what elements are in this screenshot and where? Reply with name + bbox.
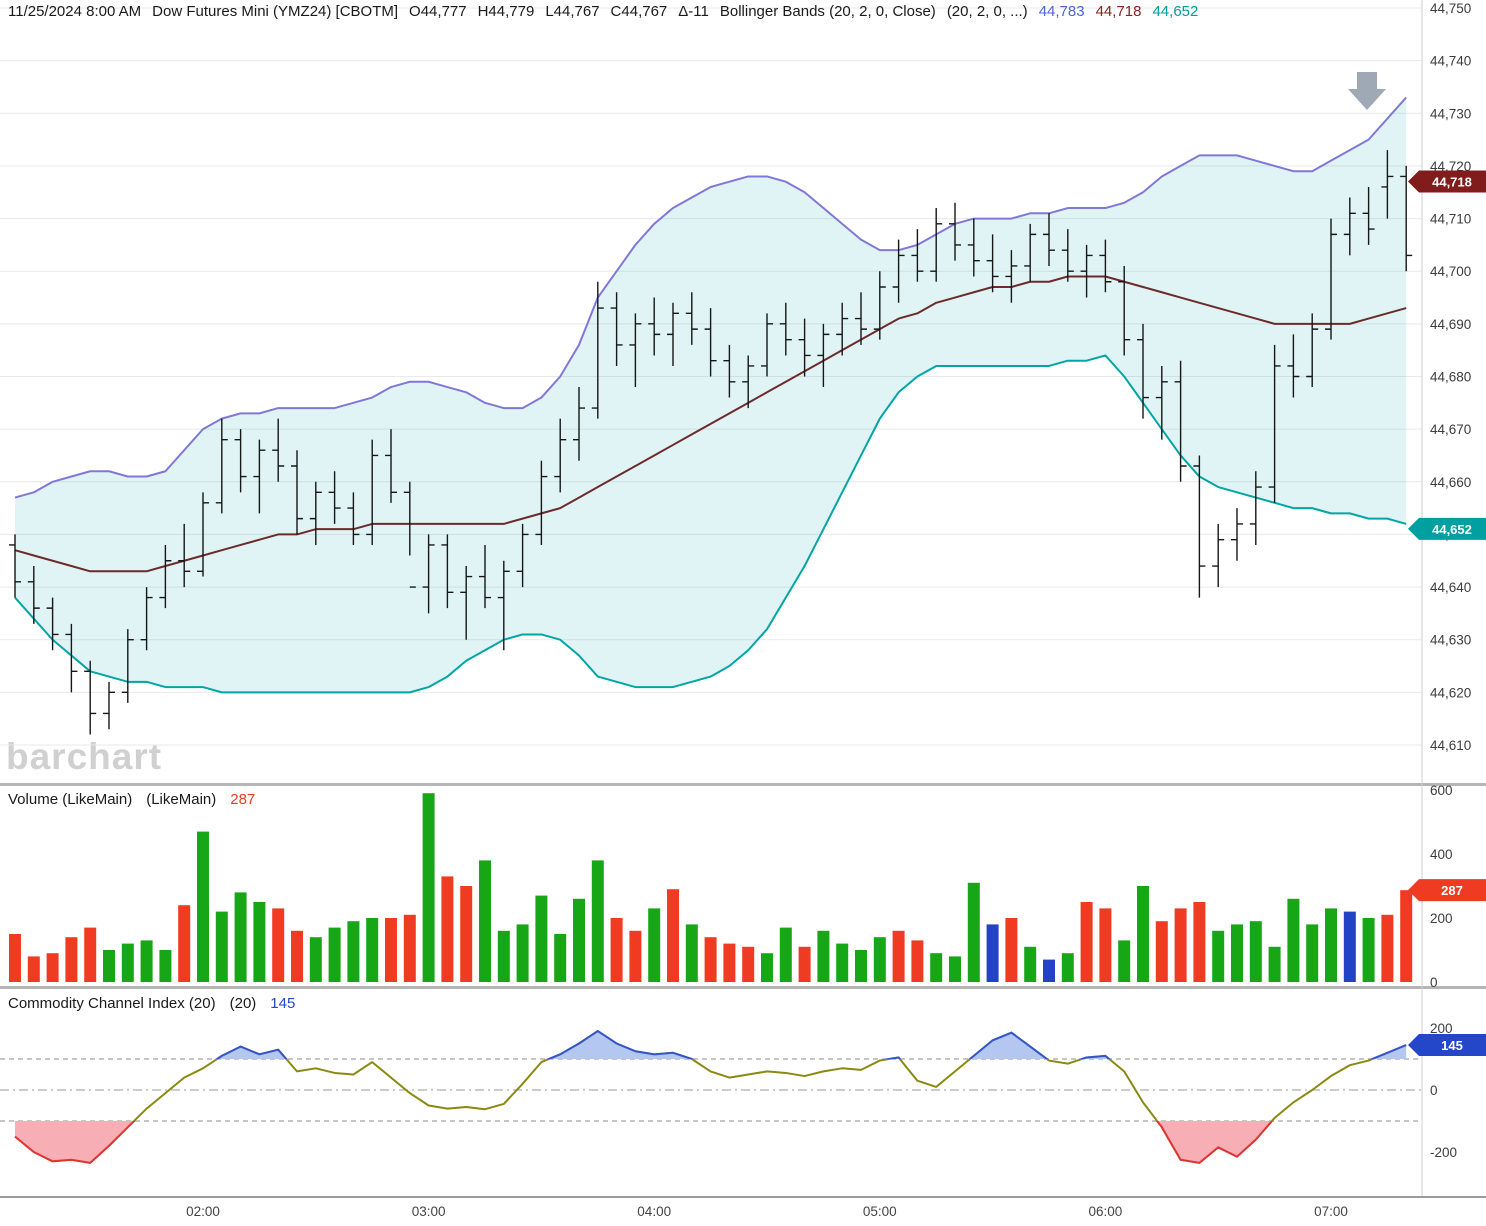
header-symbol: Dow Futures Mini (YMZ24) [CBOTM] — [152, 3, 399, 20]
svg-text:200: 200 — [1430, 911, 1453, 926]
svg-text:200: 200 — [1430, 1021, 1453, 1036]
header-datetime: 11/25/2024 8:00 AM — [8, 3, 142, 20]
svg-text:03:00: 03:00 — [412, 1204, 446, 1219]
price-axis-labels: 44,750 44,740 44,730 44,720 44,710 44,700 44,6… — [1430, 1, 1471, 753]
svg-text:44,630: 44,630 — [1430, 633, 1471, 648]
svg-text:44,750: 44,750 — [1430, 1, 1471, 16]
bb-middle-value: 44,718 — [1095, 3, 1142, 20]
svg-text:-200: -200 — [1430, 1145, 1457, 1160]
cci-axis-labels: 200 0 -200 — [1430, 1021, 1457, 1160]
svg-text:44,700: 44,700 — [1430, 264, 1471, 279]
volume-panel-title: Volume (LikeMain) (LikeMain) 287 — [8, 791, 255, 808]
price-badge-middle-band — [1408, 170, 1486, 193]
svg-text:44,740: 44,740 — [1430, 54, 1471, 69]
svg-text:44,652: 44,652 — [1432, 522, 1472, 537]
cci-title-params: (20) — [229, 995, 257, 1012]
volume-axis-labels: 600 400 200 0 — [1430, 783, 1453, 990]
svg-text:0: 0 — [1430, 975, 1438, 990]
bollinger-upper-line — [14, 96, 1407, 499]
header-close: C44,767 — [610, 3, 668, 20]
time-axis-labels: 02:00 03:00 04:00 05:00 06:00 07:00 — [186, 1204, 1348, 1219]
volume-badge — [1408, 879, 1486, 902]
svg-text:04:00: 04:00 — [637, 1204, 671, 1219]
cci-panel-title: Commodity Channel Index (20) (20) 145 — [8, 995, 295, 1012]
svg-text:44,718: 44,718 — [1432, 174, 1472, 189]
down-arrow-annotation-icon — [1348, 72, 1386, 110]
svg-text:44,680: 44,680 — [1430, 370, 1471, 385]
svg-text:0: 0 — [1430, 1083, 1438, 1098]
bollinger-lower-line — [14, 354, 1407, 694]
bb-upper-value: 44,783 — [1038, 3, 1085, 20]
cci-badge — [1408, 1034, 1486, 1057]
svg-text:600: 600 — [1430, 783, 1453, 798]
volume-title-params: (LikeMain) — [146, 791, 217, 808]
panel-divider-cci — [0, 986, 1486, 989]
svg-text:06:00: 06:00 — [1089, 1204, 1123, 1219]
volume-bars — [9, 793, 1413, 982]
svg-text:44,730: 44,730 — [1430, 106, 1471, 121]
cci-current-value: 145 — [270, 995, 296, 1012]
header-study-params: (20, 2, 0, ...) — [946, 3, 1028, 20]
cci-below-line — [14, 1121, 1274, 1164]
header-low: L44,767 — [545, 3, 600, 20]
volume-current-value: 287 — [230, 791, 256, 808]
svg-text:05:00: 05:00 — [863, 1204, 897, 1219]
price-badge-lower-band — [1408, 517, 1486, 540]
cci-pane[interactable] — [0, 989, 1422, 1196]
svg-text:44,640: 44,640 — [1430, 580, 1471, 595]
cci-above-line — [215, 1029, 1407, 1059]
header-study-bollinger: Bollinger Bands (20, 2, 0, Close) — [719, 3, 936, 20]
svg-text:145: 145 — [1441, 1038, 1463, 1053]
svg-text:44,710: 44,710 — [1430, 212, 1471, 227]
bollinger-middle-line — [14, 275, 1407, 573]
chart-header: 11/25/2024 8:00 AM Dow Futures Mini (YMZ… — [8, 3, 1198, 20]
panel-divider-volume — [0, 783, 1486, 786]
svg-text:44,690: 44,690 — [1430, 317, 1471, 332]
svg-text:44,670: 44,670 — [1430, 422, 1471, 437]
volume-title-label: Volume (LikeMain) — [8, 791, 133, 808]
bollinger-band-fill — [15, 97, 1407, 693]
barchart-logo: barchart — [6, 736, 162, 778]
svg-text:44,660: 44,660 — [1430, 475, 1471, 490]
svg-text:400: 400 — [1430, 847, 1453, 862]
header-change: Δ-11 — [678, 3, 709, 20]
svg-text:07:00: 07:00 — [1314, 1204, 1348, 1219]
svg-text:02:00: 02:00 — [186, 1204, 220, 1219]
svg-text:44,610: 44,610 — [1430, 738, 1471, 753]
price-grid — [0, 7, 1422, 746]
bb-lower-value: 44,652 — [1152, 3, 1199, 20]
header-open: O44,777 — [409, 3, 467, 20]
svg-text:44,720: 44,720 — [1430, 159, 1471, 174]
header-high: H44,779 — [477, 3, 535, 20]
cci-title-label: Commodity Channel Index (20) — [8, 995, 216, 1012]
svg-text:44,620: 44,620 — [1430, 685, 1471, 700]
time-axis-line — [0, 1196, 1486, 1198]
ohlc-bars — [9, 150, 1413, 735]
svg-text:287: 287 — [1441, 883, 1463, 898]
